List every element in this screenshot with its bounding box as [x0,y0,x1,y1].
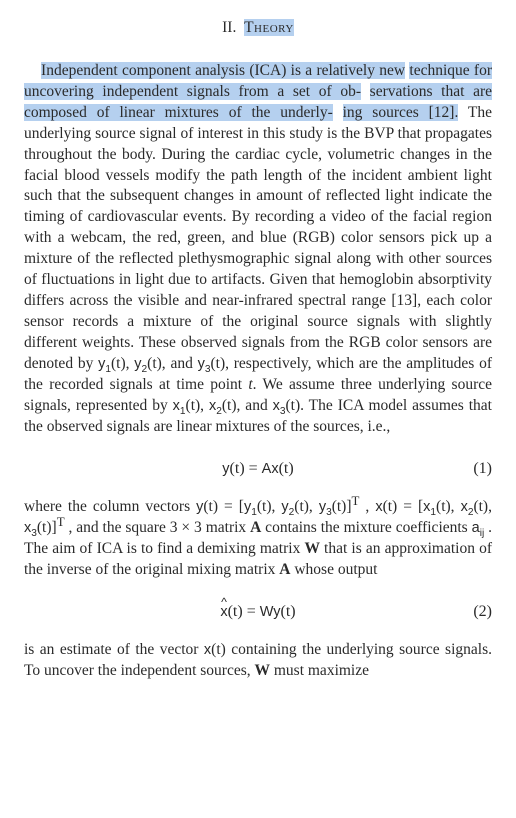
x2b: x2 [461,499,474,515]
equation-2-body: x(t) = Wy(t) [64,601,452,623]
y2b: y2 [281,499,294,515]
x1b: x1 [423,499,436,515]
equation-2-number: (2) [452,601,492,623]
p3c: must maximize [270,662,369,679]
matrix-w2: W [254,662,270,679]
p2c: (t), [257,498,282,515]
equation-1-number: (1) [452,458,492,480]
y1b: y1 [244,499,257,515]
highlight-line-4: ing sources [12]. [343,104,459,121]
paper-page: { "section": { "numeral": "II.", "title"… [0,0,516,692]
p2e: (t)] [332,498,352,515]
t2: (t), and [147,355,197,372]
y1: y1 [98,356,111,372]
p2j: (t)] [37,519,57,536]
p2l: contains the mixture coefficients [261,519,471,536]
p2f: , [359,498,375,515]
highlight-line-1: Independent component analysis (ICA) is … [41,62,405,79]
matrix-a2: A [279,561,290,578]
section-heading: II. Theory [24,18,492,39]
mid-f: (t), and [222,397,273,414]
aij: aij [472,520,485,536]
x3b: x3 [24,520,37,536]
x1: x1 [173,398,186,414]
p3a: is an estimate of the vector [24,641,204,658]
equation-2: x(t) = Wy(t) (2) [24,601,492,623]
equation-1: y(t) = Ax(t) (1) [24,458,492,480]
p2o: whose output [290,561,377,578]
p2k: , and the square 3 × 3 matrix [65,519,251,536]
section-numeral: II. [222,19,236,36]
p2b: (t) = [ [203,498,244,515]
paragraph-3: is an estimate of the vector x(t) contai… [24,640,492,682]
section-title: Theory [244,19,294,36]
equation-1-body: y(t) = Ax(t) [64,458,452,480]
paragraph-1: Independent component analysis (ICA) is … [24,61,492,438]
t1: (t), [111,355,134,372]
p2h: (t), [436,498,461,515]
p2a: where the column vectors [24,498,196,515]
mid-e: (t), [186,397,209,414]
p2g: (t) = [ [383,498,424,515]
y3b: y3 [319,499,332,515]
vec-x: x [375,499,382,515]
transpose-2: T [57,514,65,529]
p2i: (t), [473,498,492,515]
matrix-w: W [304,540,320,557]
para1-rest: The underlying source signal of interest… [24,104,492,372]
y3: y3 [198,356,211,372]
x2: x2 [209,398,222,414]
x-hat: x [220,603,227,623]
y2: y2 [134,356,147,372]
paragraph-2: where the column vectors y(t) = [y1(t), … [24,497,492,581]
matrix-a: A [250,519,261,536]
x3: x3 [273,398,286,414]
p2d: (t), [294,498,319,515]
